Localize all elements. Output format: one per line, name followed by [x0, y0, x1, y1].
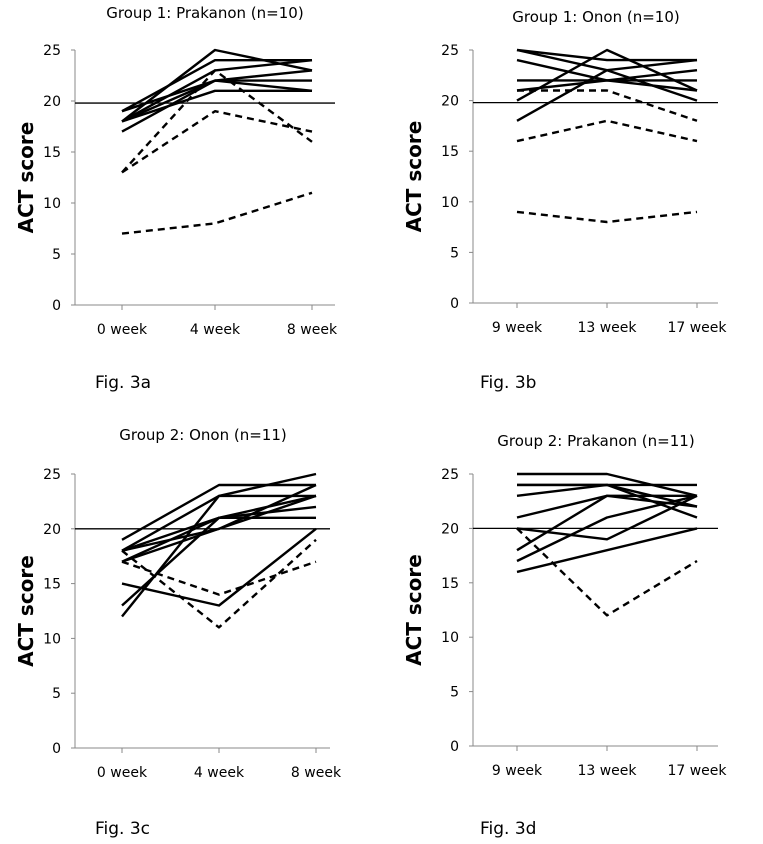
y-tick-label: 20	[441, 94, 459, 110]
y-tick-label: 10	[43, 196, 61, 212]
series-line	[121, 69, 313, 174]
chart-title: Group 2: Prakanon (n=11)	[497, 432, 694, 450]
chart-title: Group 2: Onon (n=11)	[119, 426, 286, 444]
series-line	[516, 527, 698, 574]
x-tick-label: 9 week	[492, 320, 543, 336]
y-tick-label: 5	[450, 245, 459, 261]
y-axis-label: ACT score	[14, 122, 38, 234]
y-axis-label: ACT score	[402, 121, 426, 233]
x-tick-label: 0 week	[97, 322, 148, 338]
series-line	[516, 494, 698, 552]
x-tick-label: 8 week	[291, 765, 342, 781]
series-line	[517, 472, 698, 497]
chart-title: Group 1: Prakanon (n=10)	[106, 4, 303, 22]
series-line	[516, 48, 697, 62]
y-tick-label: 20	[43, 522, 61, 538]
x-tick-label: 8 week	[287, 322, 338, 338]
figure-caption: Fig. 3d	[480, 819, 536, 839]
chart-a: Group 1: Prakanon (n=10) 0 5 10 15 20 25 0 week…	[14, 4, 338, 393]
y-tick-label: 20	[43, 94, 61, 110]
y-tick-label: 25	[441, 43, 459, 59]
y-tick-label: 15	[43, 145, 61, 161]
series-line	[121, 109, 313, 174]
y-tick-label: 5	[450, 685, 459, 701]
figure-caption: Fig. 3b	[480, 373, 536, 393]
series-line	[516, 527, 698, 617]
y-tick-label: 20	[441, 521, 459, 537]
figure-caption: Fig. 3a	[95, 373, 151, 393]
series-line	[121, 538, 317, 629]
x-tick-label: 13 week	[577, 763, 637, 779]
chart-b: Group 1: Onon (n=10) 0 5 10 15 20 25 9 week 13 w…	[402, 8, 727, 393]
series-line	[121, 560, 317, 596]
y-tick-label: 25	[43, 43, 61, 59]
chart-c: Group 2: Onon (n=11) 0 5 10 15 20 25 0 week 4 we…	[14, 426, 342, 839]
y-tick-label: 10	[43, 631, 61, 647]
series-line	[121, 483, 317, 563]
y-tick-label: 0	[450, 296, 459, 312]
y-axis-label: ACT score	[14, 555, 38, 667]
series-line	[516, 210, 698, 224]
y-tick-label: 0	[450, 739, 459, 755]
x-tick-label: 4 week	[194, 765, 245, 781]
x-tick-label: 13 week	[577, 320, 637, 336]
series-line	[517, 89, 698, 122]
series-line	[121, 483, 316, 541]
x-tick-label: 9 week	[492, 763, 543, 779]
series-line	[121, 79, 313, 113]
y-tick-label: 25	[441, 467, 459, 483]
y-tick-label: 0	[52, 298, 61, 314]
series-line	[121, 494, 316, 618]
x-tick-label: 0 week	[97, 765, 148, 781]
chart-title: Group 1: Onon (n=10)	[512, 8, 679, 26]
y-tick-label: 15	[441, 576, 459, 592]
y-tick-label: 5	[52, 686, 61, 702]
y-tick-label: 15	[441, 144, 459, 160]
y-tick-label: 10	[441, 630, 459, 646]
series-line	[516, 79, 697, 92]
series-line	[516, 48, 698, 102]
y-tick-label: 10	[441, 195, 459, 211]
y-tick-label: 5	[52, 247, 61, 263]
figure-caption: Fig. 3c	[95, 819, 150, 839]
x-tick-label: 17 week	[667, 763, 727, 779]
y-axis-label: ACT score	[402, 554, 426, 666]
series-line	[516, 494, 698, 563]
y-tick-label: 0	[52, 741, 61, 757]
chart-d: Group 2: Prakanon (n=11) 0 5 10 15 20 25 9 week…	[402, 432, 727, 839]
series-line	[121, 516, 316, 607]
x-tick-label: 17 week	[667, 320, 727, 336]
series-line	[121, 527, 317, 607]
series-line	[516, 48, 698, 102]
y-tick-label: 15	[43, 577, 61, 593]
series-line	[121, 191, 313, 235]
x-tick-label: 4 week	[190, 322, 241, 338]
series-line	[517, 483, 698, 519]
series-line	[121, 59, 312, 113]
series-line	[516, 119, 698, 143]
series-line	[121, 89, 312, 123]
y-tick-label: 25	[43, 467, 61, 483]
